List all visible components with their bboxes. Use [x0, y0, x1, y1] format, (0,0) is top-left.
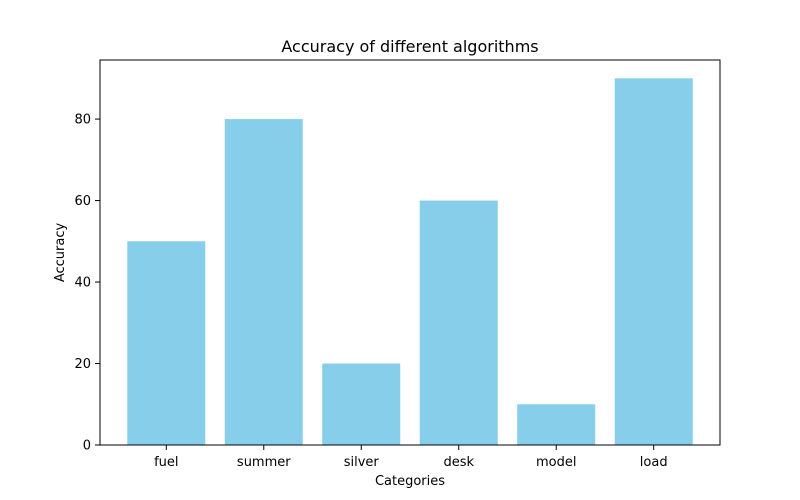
y-tick-label: 20 — [74, 357, 91, 372]
y-tick-label: 0 — [83, 439, 91, 454]
x-tick-label: silver — [344, 455, 380, 470]
plot-area-frame — [99, 59, 721, 446]
x-tick-label: fuel — [154, 455, 178, 470]
y-tick-label: 60 — [74, 194, 91, 209]
bar-series — [127, 78, 693, 446]
y-tick-label: 40 — [74, 276, 91, 291]
y-tick-label: 80 — [74, 113, 91, 128]
y-axis-label: Accuracy — [53, 223, 68, 283]
bar-desk — [419, 200, 498, 445]
chart-title: Accuracy of different algorithms — [281, 37, 538, 56]
x-axis-label: Categories — [375, 474, 445, 489]
bar-silver — [322, 363, 401, 445]
x-axis-ticks: fuel summer silver desk model load — [154, 445, 668, 470]
x-tick-label: model — [536, 455, 576, 470]
y-axis-ticks: 0 20 40 60 80 — [74, 113, 100, 454]
x-tick-label: summer — [237, 455, 291, 470]
bar-load — [614, 78, 693, 445]
bar-fuel — [127, 241, 206, 445]
bar-model — [517, 404, 596, 445]
x-tick-label: desk — [443, 455, 474, 470]
x-tick-label: load — [640, 455, 668, 470]
bar-summer — [224, 119, 303, 446]
